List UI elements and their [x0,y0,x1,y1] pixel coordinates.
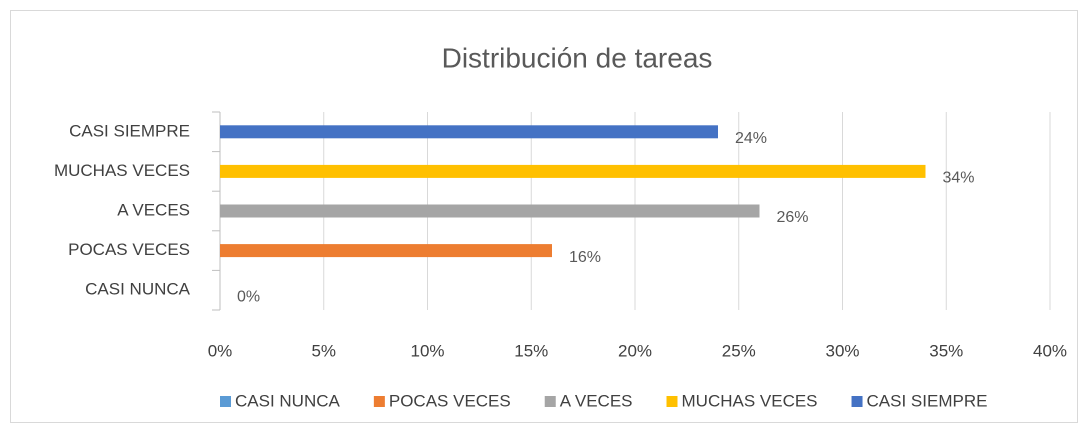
bar [220,204,760,218]
x-tick-label: 40% [1033,341,1067,360]
legend-swatch [666,396,678,407]
bar [220,125,718,139]
x-tick-label: 30% [825,341,859,360]
y-tick-label: A VECES [117,200,190,219]
y-tick-label: CASI SIEMPRE [69,121,190,140]
legend-swatch [220,396,231,407]
data-label: 26% [777,209,809,226]
legend-swatch [851,396,863,407]
legend-label: CASI SIEMPRE [867,391,988,410]
y-tick-label: MUCHAS VECES [54,161,190,180]
x-tick-label: 15% [514,341,548,360]
data-label: 34% [943,170,975,187]
x-tick-label: 35% [929,341,963,360]
data-label: 24% [735,130,767,147]
bar [220,164,926,178]
data-label: 16% [569,249,601,266]
x-tick-label: 20% [618,341,652,360]
legend-label: POCAS VECES [389,391,511,410]
bar [220,244,552,258]
x-tick-label: 10% [410,341,444,360]
chart-title: Distribución de tareas [442,42,713,73]
y-tick-label: POCAS VECES [68,240,190,259]
y-tick-label: CASI NUNCA [85,280,191,299]
data-label: 0% [237,288,260,305]
legend-label: MUCHAS VECES [682,391,818,410]
x-tick-label: 25% [722,341,756,360]
legend-label: A VECES [560,391,633,410]
legend-swatch [544,396,556,407]
x-tick-label: 5% [311,341,336,360]
legend-label: CASI NUNCA [235,391,341,410]
x-tick-label: 0% [208,341,233,360]
legend-swatch [373,396,385,407]
